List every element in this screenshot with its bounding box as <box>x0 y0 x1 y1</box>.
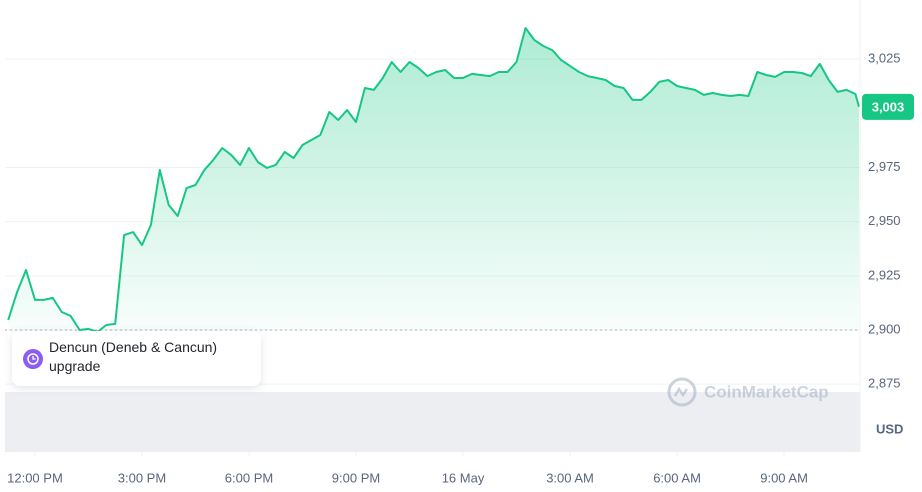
watermark-text: CoinMarketCap <box>704 382 829 401</box>
currency-label: USD <box>876 421 903 436</box>
watermark: CoinMarketCap <box>667 377 829 407</box>
volume-band <box>5 392 860 452</box>
annotation-icon-hands <box>32 356 36 360</box>
annotation-box[interactable] <box>12 331 261 386</box>
annotation-icon-clock <box>27 353 39 365</box>
x-tick-label: 3:00 AM <box>546 470 594 485</box>
x-tick-label: 9:00 AM <box>760 470 808 485</box>
price-area <box>8 28 859 332</box>
x-tick-label: 16 May <box>442 470 485 485</box>
x-tick-label: 3:00 PM <box>118 470 166 485</box>
y-tick-label: 2,875 <box>868 376 901 391</box>
annotation-wrap: Dencun (Deneb & Cancun) upgrade <box>49 339 218 374</box>
y-tick-label: 2,975 <box>868 159 901 174</box>
x-tick-label: 6:00 PM <box>225 470 273 485</box>
current-price-label: 3,003 <box>872 99 905 114</box>
y-tick-label: 2,925 <box>868 267 901 282</box>
current-price-badge <box>862 93 914 120</box>
annotation-text: Dencun (Deneb & Cancun) upgrade <box>49 339 218 374</box>
x-tick-label: 9:00 PM <box>332 470 380 485</box>
annotation[interactable] <box>12 331 261 386</box>
x-tick-label: 12:00 PM <box>7 470 63 485</box>
y-tick-label: 3,025 <box>868 51 901 66</box>
y-tick-label: 2,900 <box>868 321 901 336</box>
price-line <box>7 27 860 333</box>
y-tick-label: 2,950 <box>868 213 901 228</box>
x-tick-label: 6:00 AM <box>653 470 701 485</box>
